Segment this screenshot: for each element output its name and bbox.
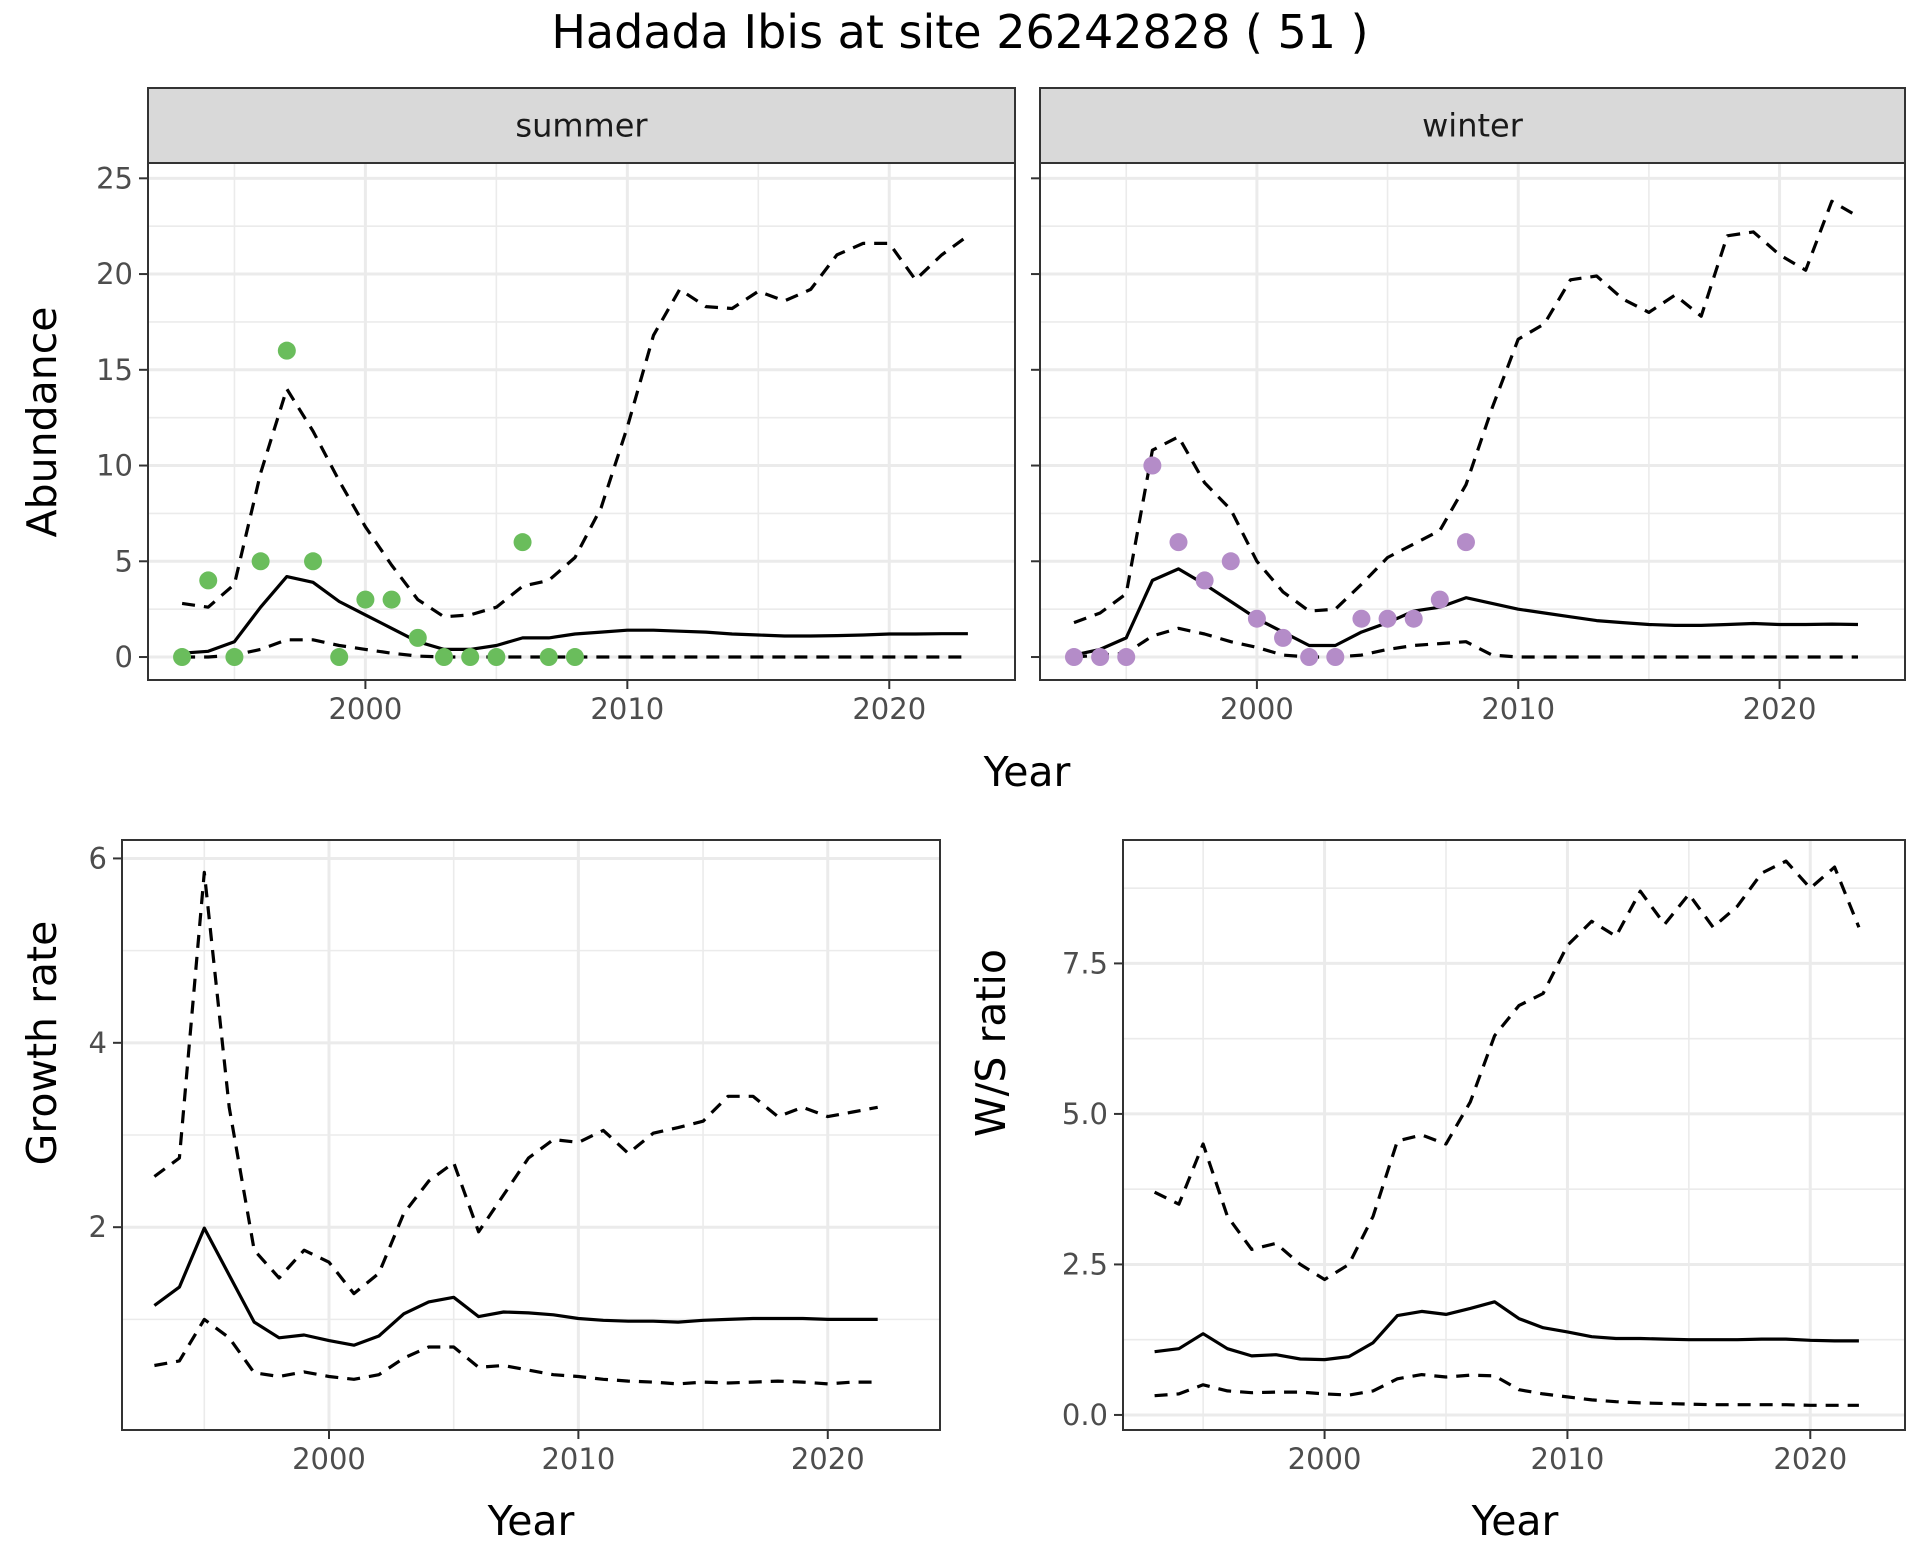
summer-data-point — [539, 648, 558, 667]
y-tick-label: 6 — [89, 841, 107, 875]
winter-data-point — [1300, 648, 1319, 667]
winter-strip — [1039, 87, 1906, 164]
summer-data-point — [173, 648, 192, 667]
summer-data-point — [251, 552, 270, 571]
x-tick-label: 2010 — [590, 692, 664, 726]
summer-data-point — [304, 552, 323, 571]
summer-data-point — [199, 571, 218, 590]
x-tick-label: 2020 — [791, 1442, 865, 1476]
summer-series-estimate — [181, 575, 968, 655]
y-tick-label: 20 — [96, 257, 133, 291]
winter-data-point — [1326, 648, 1345, 667]
panel-winter: winter 2000 2010 2020 — [1031, 87, 1906, 726]
winter-data-point — [1143, 456, 1162, 475]
panel-growth: 2000 2010 2020 2 4 6 — [89, 839, 941, 1476]
y-tick-label: 7.5 — [1062, 946, 1108, 980]
ratio-series-upper-bound — [1153, 859, 1861, 1282]
winter-series-lower-bound — [1073, 626, 1858, 659]
x-tick-label: 2020 — [852, 692, 926, 726]
summer-series-upper-bound — [181, 234, 969, 619]
summer-data-point — [565, 648, 584, 667]
winter-data-point — [1456, 533, 1475, 552]
summer-data-point — [487, 648, 506, 667]
growth-series-estimate — [153, 1226, 878, 1347]
growth-series-upper-bound — [153, 870, 878, 1296]
y-tick-label: 2.5 — [1062, 1247, 1108, 1281]
ratio-series-estimate — [1154, 1300, 1859, 1362]
winter-data-point — [1352, 609, 1371, 628]
ratio-x-axis-title: Year — [1471, 1497, 1559, 1545]
summer-strip-label: summer — [515, 107, 648, 145]
panel-summer: summer 2000 2010 2020 0 5 10 15 20 25 — [96, 87, 1016, 726]
x-tick-label: 2020 — [1773, 1442, 1847, 1476]
summer-data-point — [330, 648, 349, 667]
panel-border — [1039, 162, 1906, 681]
x-tick-label: 2020 — [1743, 692, 1817, 726]
ratio-y-axis-title: W/S ratio — [967, 949, 1015, 1137]
abundance-y-axis-title: Abundance — [18, 307, 66, 538]
summer-data-point — [277, 341, 296, 360]
y-tick-label: 10 — [96, 449, 133, 483]
summer-data-point — [513, 533, 532, 552]
summer-data-point — [356, 590, 375, 609]
abundance-x-axis-title: Year — [983, 748, 1071, 796]
winter-series-upper-bound — [1073, 199, 1859, 625]
x-tick-label: 2000 — [292, 1442, 366, 1476]
y-tick-label: 0 — [115, 640, 133, 674]
winter-data-point — [1247, 609, 1266, 628]
x-tick-label: 2010 — [1481, 692, 1555, 726]
winter-data-point — [1221, 552, 1240, 571]
y-tick-label: 5.0 — [1062, 1097, 1108, 1131]
growth-series-lower-bound — [154, 1317, 878, 1386]
winter-data-point — [1404, 609, 1423, 628]
winter-data-point — [1064, 648, 1083, 667]
winter-data-point — [1117, 648, 1136, 667]
winter-data-point — [1430, 590, 1449, 609]
growth-x-axis-title: Year — [487, 1497, 575, 1545]
winter-data-point — [1378, 609, 1397, 628]
summer-data-point — [461, 648, 480, 667]
panel-ratio: 2000 2010 2020 0.0 2.5 5.0 7.5 — [1062, 839, 1906, 1476]
x-tick-label: 2000 — [1220, 692, 1294, 726]
winter-data-point — [1195, 571, 1214, 590]
y-tick-label: 2 — [89, 1210, 107, 1244]
summer-data-point — [408, 628, 427, 647]
chart-title: Hadada Ibis at site 26242828 ( 51 ) — [551, 5, 1368, 59]
y-tick-label: 15 — [96, 353, 133, 387]
winter-data-point — [1274, 628, 1293, 647]
summer-data-point — [382, 590, 401, 609]
panel-border — [1122, 839, 1906, 1431]
x-tick-label: 2010 — [541, 1442, 615, 1476]
x-tick-label: 2010 — [1531, 1442, 1605, 1476]
summer-data-point — [434, 648, 453, 667]
y-tick-label: 4 — [89, 1026, 107, 1060]
panel-border — [121, 839, 941, 1431]
y-tick-label: 5 — [115, 544, 133, 578]
winter-data-point — [1091, 648, 1110, 667]
y-tick-label: 25 — [96, 161, 133, 195]
summer-strip — [147, 87, 1016, 164]
y-tick-label: 0.0 — [1062, 1398, 1108, 1432]
x-tick-label: 2000 — [328, 692, 402, 726]
winter-strip-label: winter — [1422, 107, 1524, 145]
summer-data-point — [225, 648, 244, 667]
winter-data-point — [1169, 533, 1188, 552]
growth-y-axis-title: Growth rate — [18, 921, 66, 1166]
ratio-series-lower-bound — [1154, 1373, 1859, 1407]
x-tick-label: 2000 — [1288, 1442, 1362, 1476]
